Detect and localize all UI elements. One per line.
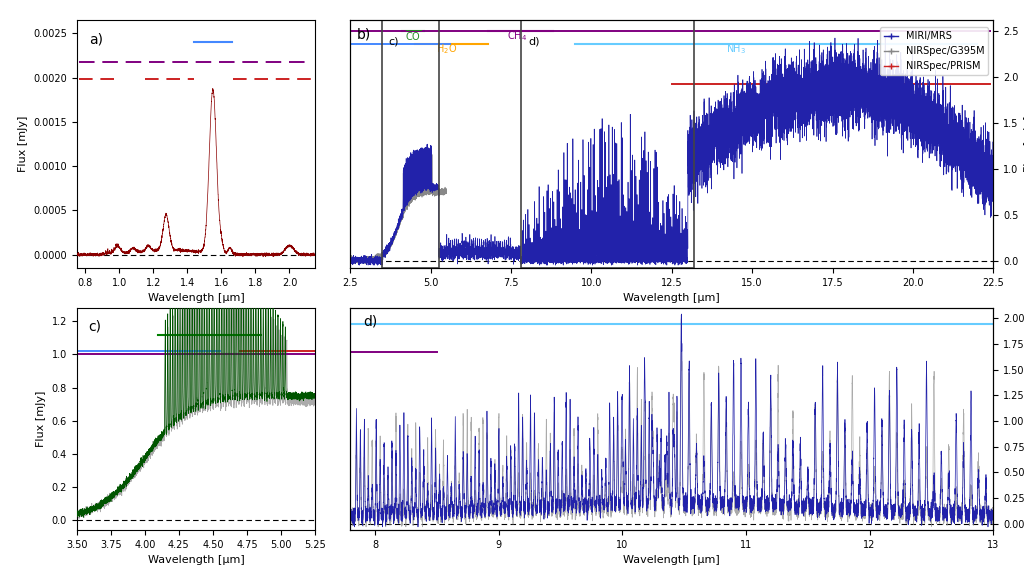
Legend: MIRI/MRS, NIRSpec/G395M, NIRSpec/PRISM: MIRI/MRS, NIRSpec/G395M, NIRSpec/PRISM <box>880 28 988 75</box>
Text: NH$_3$: NH$_3$ <box>726 43 746 56</box>
Text: H$_2$O: H$_2$O <box>436 43 458 56</box>
Text: c): c) <box>89 319 101 334</box>
Text: a): a) <box>89 32 102 47</box>
X-axis label: Wavelength [μm]: Wavelength [μm] <box>624 555 720 565</box>
X-axis label: Wavelength [μm]: Wavelength [μm] <box>147 293 245 303</box>
Text: d): d) <box>528 37 541 47</box>
Bar <box>520 20 694 268</box>
Y-axis label: Flux [mJy]: Flux [mJy] <box>36 391 46 447</box>
Bar <box>382 20 438 268</box>
Y-axis label: Flux [mJy]: Flux [mJy] <box>17 116 28 172</box>
X-axis label: Wavelength [μm]: Wavelength [μm] <box>147 555 245 565</box>
Text: d): d) <box>364 315 377 329</box>
Text: c): c) <box>389 37 399 47</box>
Text: b): b) <box>356 28 371 41</box>
X-axis label: Wavelength [μm]: Wavelength [μm] <box>624 293 720 303</box>
Text: CH$_4$: CH$_4$ <box>507 29 527 43</box>
Text: $\overline{\rm CO}$: $\overline{\rm CO}$ <box>404 28 421 43</box>
